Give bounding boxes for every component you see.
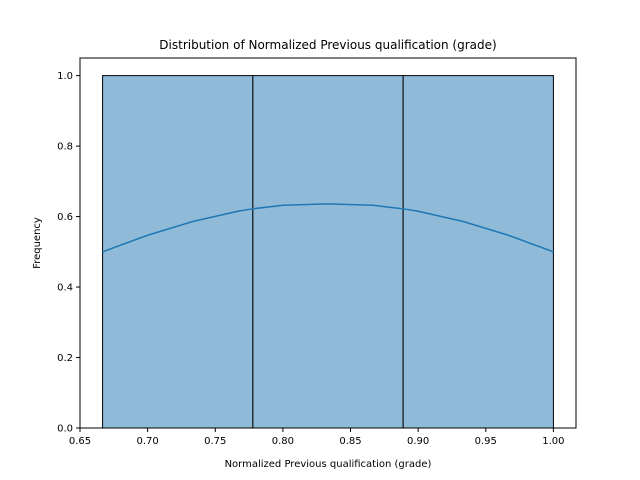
y-axis-label: Frequency [32,217,43,269]
kde-group [102,203,554,253]
x-tick-label: 0.70 [136,436,158,447]
y-axis-ticks: 0.0 0.2 0.4 0.6 0.8 1.0 [57,71,80,435]
x-axis-ticks: 0.65 0.70 0.75 0.80 0.85 0.90 0.95 1.00 [69,428,565,447]
y-tick-label: 0.6 [57,212,73,223]
x-tick-label: 0.65 [69,436,91,447]
histogram-bar-2 [252,75,404,429]
bars-group [102,75,554,429]
y-tick-label: 0.8 [57,142,73,153]
x-tick-label: 1.00 [542,436,564,447]
y-tick-label: 0.0 [57,424,73,435]
histogram-bar-3 [402,75,554,429]
y-tick-label: 1.0 [57,71,73,82]
x-tick-label: 0.85 [339,436,361,447]
x-tick-label: 0.95 [475,436,497,447]
histogram-bar-1 [102,75,254,429]
x-tick-label: 0.80 [272,436,294,447]
x-tick-label: 0.90 [407,436,429,447]
kde-curve [102,203,554,253]
x-tick-label: 0.75 [204,436,226,447]
y-tick-label: 0.4 [57,283,73,294]
plot-frame [79,57,577,429]
chart-title: Distribution of Normalized Previous qual… [159,38,496,52]
x-axis-label: Normalized Previous qualification (grade… [225,459,432,470]
y-tick-label: 0.2 [57,353,73,364]
